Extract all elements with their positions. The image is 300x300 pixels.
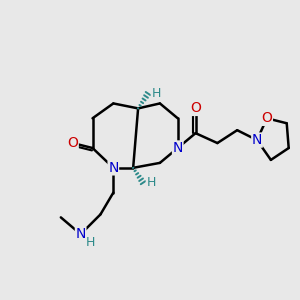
Text: O: O — [67, 136, 78, 150]
Text: H: H — [86, 236, 95, 249]
Text: N: N — [108, 161, 118, 175]
Text: N: N — [252, 133, 262, 147]
Text: O: O — [190, 101, 201, 116]
Text: H: H — [146, 176, 156, 189]
Text: N: N — [172, 141, 183, 155]
Text: H: H — [151, 87, 160, 100]
Text: O: O — [262, 111, 272, 125]
Text: N: N — [76, 227, 86, 241]
